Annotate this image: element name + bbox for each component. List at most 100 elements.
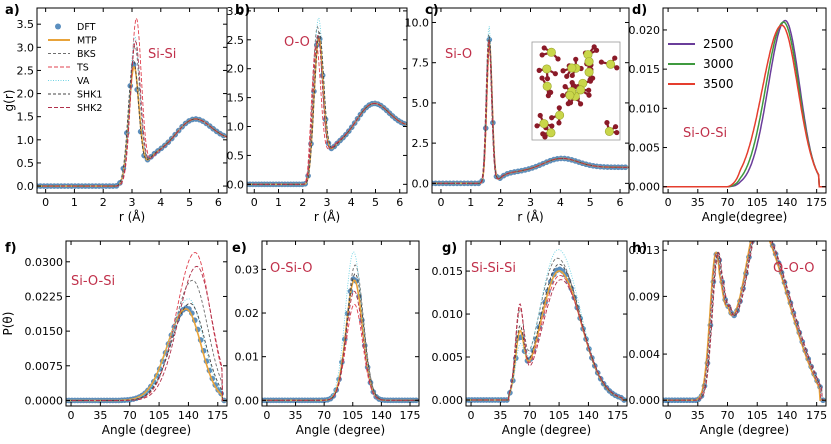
x-tick-label: 175 [806,409,827,422]
panel-label: b) [235,3,250,18]
x-tick-label: 5 [186,196,193,209]
oxygen-atom [560,92,566,99]
plot-area [432,26,629,187]
oxygen-atom [537,112,543,119]
oxygen-atom [604,120,610,126]
y-axis-label: g(r) [2,90,16,112]
oxygen-atom [593,47,600,53]
oxygen-atom [586,92,592,98]
plot-area [37,16,227,189]
x-tick-label: 35 [289,409,303,422]
x-tick-label: 0 [437,196,444,209]
y-tick-label: 0.015 [432,265,464,278]
y-tick-label: 0.004 [629,348,661,361]
x-tick-label: 140 [178,409,199,422]
x-axis-label: r (Å) [314,209,340,224]
series-line-va [37,36,227,187]
legend-label: BKS [77,49,96,60]
oxygen-atom [564,73,570,79]
series-line-va [247,17,407,185]
axes-frame [65,240,228,407]
dft-point [752,226,757,231]
y-tick-label: 0.000 [432,394,464,407]
axes-frame [36,7,228,194]
panel-annotation: O-O-O [773,261,815,276]
x-tick-label: 70 [123,409,137,422]
inset-atomic-structure [531,41,621,141]
series-line-mtp [66,308,227,402]
series-line-ts [663,241,826,401]
plot-area [247,17,407,188]
x-tick-label: 0 [665,196,672,209]
oxygen-atom [549,115,555,121]
y-tick-label: 0.000 [629,181,661,194]
oxygen-atom [549,123,555,129]
silicon-atom [539,119,549,129]
silicon-atom [567,63,577,73]
panel-d: 0 35 70 105 140 175 0.000 0.005 0.010 0.015 0.020 A… [629,3,828,224]
x-tick-label: 1 [275,196,282,209]
x-tick-label: 175 [400,409,421,422]
silicon-atom [604,126,614,136]
x-axis-label: Angle (degree) [502,423,591,437]
y-tick-label: 1.5 [227,92,245,105]
y-tick-label: 2.0 [17,88,35,101]
panel-b: 0 1 2 3 4 5 6 0.0 0.5 1.0 1.5 2.0 2.5 3.0 r (Å) b) O-O [227,3,408,224]
x-tick-label: 70 [721,196,735,209]
oxygen-atom [577,101,584,107]
series-line-shk2 [432,38,629,184]
oxygen-atom [560,68,566,74]
silicon-atom [546,47,556,57]
y-tick-label: 5.0 [412,97,430,110]
silicon-atom [576,85,586,95]
y-tick-label: 7.5 [412,57,430,70]
y-tick-label: 0.015 [629,63,661,76]
legend-label: 3000 [703,57,734,71]
oxygen-atom [614,65,620,71]
series-line-shk2 [37,40,227,187]
x-tick-label: 0 [665,409,672,422]
x-tick-label: 105 [549,409,570,422]
silicon-atom [555,110,565,120]
y-tick-label: 0.0 [227,178,245,191]
silicon-atom [606,59,616,69]
x-tick-label: 105 [342,409,363,422]
plot-area [262,251,419,404]
x-axis-label: r (Å) [119,209,145,224]
plot-area [663,226,826,404]
x-tick-label: 175 [607,409,628,422]
x-tick-label: 6 [396,196,403,209]
y-tick-label: 0.009 [629,290,661,303]
legend-marker [55,23,61,30]
axes-frame [261,240,420,407]
oxygen-atom [573,56,579,62]
y-tick-label: 3.5 [17,18,35,31]
oxygen-atom [536,67,542,73]
x-tick-label: 140 [371,409,392,422]
y-tick-label: 0.010 [432,308,464,321]
oxygen-atom [612,55,618,61]
series-line-mtp [247,36,407,186]
x-axis-label: Angle(degree) [702,210,788,224]
panel-annotation: Si-Si [148,47,176,62]
x-tick-label: 5 [587,196,594,209]
x-tick-label: 2 [299,196,306,209]
oxygen-atom [555,56,561,62]
y-tick-label: 0.0075 [25,360,64,373]
x-tick-label: 5 [372,196,379,209]
series-line-shk1 [663,241,826,401]
panel-annotation: O-Si-O [270,261,312,276]
y-tick-label: 10.0 [405,16,430,29]
x-tick-label: 3 [324,196,331,209]
x-tick-label: 35 [691,196,705,209]
x-tick-label: 35 [93,409,107,422]
dft-point [764,229,769,234]
y-tick-label: 2.5 [17,64,35,77]
panel-annotation: Si-O [445,47,472,62]
y-tick-label: 0.020 [629,24,661,37]
y-axis-label: P(θ) [1,312,15,336]
axes-frame [246,7,408,194]
x-tick-label: 2 [100,196,107,209]
legend-label: VA [77,76,90,87]
panel-label: e) [232,241,247,256]
